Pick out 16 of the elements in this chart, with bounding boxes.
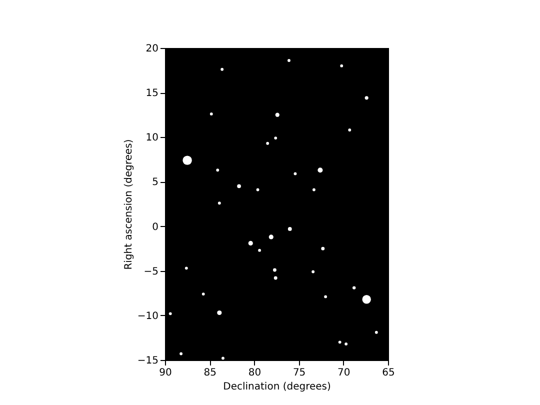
x-tick-label: 70 — [338, 368, 350, 378]
x-axis-title: Declination (degrees) — [223, 382, 331, 392]
y-tick-label: 5 — [152, 177, 158, 188]
x-tick-label: 65 — [382, 368, 395, 378]
y-tick-label: −15 — [137, 356, 158, 366]
y-tick-label: 15 — [146, 88, 158, 100]
y-tick-label: 10 — [146, 132, 158, 144]
y-tick-label: 0 — [152, 222, 158, 233]
y-axis-title: Right ascension (degrees) — [123, 139, 134, 270]
y-tick-label: −5 — [144, 266, 158, 278]
x-tick-label: 85 — [204, 368, 216, 378]
y-tick-label: 20 — [146, 44, 158, 54]
x-tick-label: 90 — [159, 368, 172, 378]
x-tick-label: 75 — [292, 368, 306, 378]
y-tick-label: −10 — [137, 310, 158, 322]
x-tick-label: 80 — [248, 368, 262, 378]
